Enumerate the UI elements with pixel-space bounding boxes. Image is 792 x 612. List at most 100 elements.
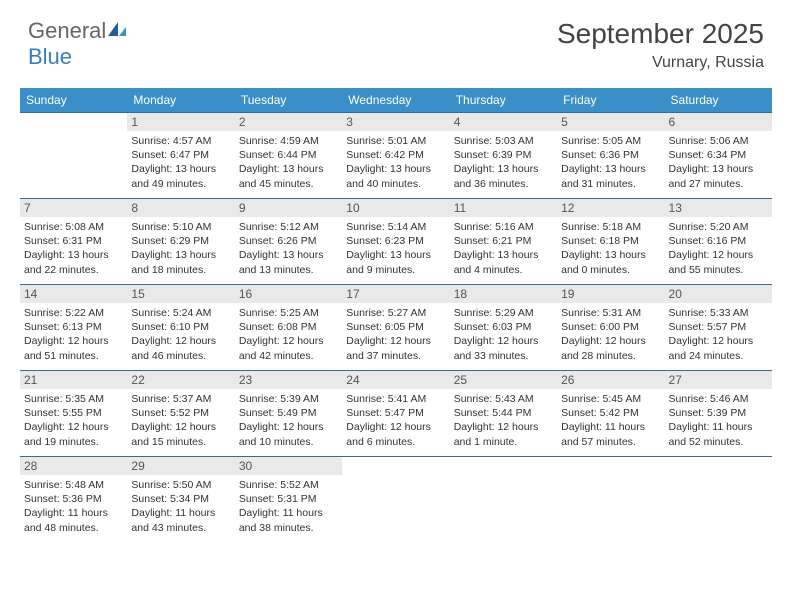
day-info-line: and 46 minutes. — [131, 349, 230, 363]
day-info-line: Sunset: 6:47 PM — [131, 148, 230, 162]
day-info-line: and 33 minutes. — [454, 349, 553, 363]
day-info-line: and 40 minutes. — [346, 177, 445, 191]
day-info-line: Sunset: 5:52 PM — [131, 406, 230, 420]
day-info: Sunrise: 5:52 AMSunset: 5:31 PMDaylight:… — [239, 478, 338, 535]
day-info-line: Sunset: 6:26 PM — [239, 234, 338, 248]
day-info: Sunrise: 5:24 AMSunset: 6:10 PMDaylight:… — [131, 306, 230, 363]
day-info-line: Daylight: 12 hours — [239, 334, 338, 348]
day-info: Sunrise: 4:59 AMSunset: 6:44 PMDaylight:… — [239, 134, 338, 191]
day-info-line: and 52 minutes. — [669, 435, 768, 449]
day-info-line: and 27 minutes. — [669, 177, 768, 191]
day-number: 17 — [342, 285, 449, 303]
calendar-cell: 3Sunrise: 5:01 AMSunset: 6:42 PMDaylight… — [342, 112, 449, 198]
day-info-line: and 0 minutes. — [561, 263, 660, 277]
day-number: 27 — [665, 371, 772, 389]
day-info-line: Sunrise: 5:05 AM — [561, 134, 660, 148]
calendar-cell: 12Sunrise: 5:18 AMSunset: 6:18 PMDayligh… — [557, 198, 664, 284]
day-info-line: Daylight: 13 hours — [561, 162, 660, 176]
day-info-line: Sunset: 5:55 PM — [24, 406, 123, 420]
calendar-cell: 19Sunrise: 5:31 AMSunset: 6:00 PMDayligh… — [557, 284, 664, 370]
calendar-cell: 11Sunrise: 5:16 AMSunset: 6:21 PMDayligh… — [450, 198, 557, 284]
calendar-cell: 22Sunrise: 5:37 AMSunset: 5:52 PMDayligh… — [127, 370, 234, 456]
day-info-line: Sunrise: 4:57 AM — [131, 134, 230, 148]
day-info: Sunrise: 4:57 AMSunset: 6:47 PMDaylight:… — [131, 134, 230, 191]
day-info-line: Sunset: 5:44 PM — [454, 406, 553, 420]
day-info: Sunrise: 5:12 AMSunset: 6:26 PMDaylight:… — [239, 220, 338, 277]
day-info-line: Sunset: 6:39 PM — [454, 148, 553, 162]
day-info-line: Daylight: 13 hours — [346, 162, 445, 176]
day-info-line: Sunset: 6:23 PM — [346, 234, 445, 248]
day-info-line: Sunset: 6:00 PM — [561, 320, 660, 334]
day-info-line: Sunrise: 5:25 AM — [239, 306, 338, 320]
day-info-line: Sunrise: 4:59 AM — [239, 134, 338, 148]
day-info-line: Sunset: 5:49 PM — [239, 406, 338, 420]
day-number: 20 — [665, 285, 772, 303]
logo-text-blue: Blue — [28, 44, 72, 69]
day-info-line: Sunset: 6:03 PM — [454, 320, 553, 334]
day-info-line: and 9 minutes. — [346, 263, 445, 277]
day-info-line: and 51 minutes. — [24, 349, 123, 363]
day-info-line: Sunrise: 5:31 AM — [561, 306, 660, 320]
day-info-line: Daylight: 11 hours — [669, 420, 768, 434]
calendar-week-row: 14Sunrise: 5:22 AMSunset: 6:13 PMDayligh… — [20, 284, 772, 370]
day-info: Sunrise: 5:45 AMSunset: 5:42 PMDaylight:… — [561, 392, 660, 449]
day-info-line: Sunrise: 5:20 AM — [669, 220, 768, 234]
day-info: Sunrise: 5:39 AMSunset: 5:49 PMDaylight:… — [239, 392, 338, 449]
day-info-line: and 1 minute. — [454, 435, 553, 449]
day-info-line: Daylight: 12 hours — [454, 420, 553, 434]
calendar-cell: 15 Sunrise: 5:24 AMSunset: 6:10 PMDayligh… — [127, 284, 234, 370]
day-info-line: Sunset: 6:34 PM — [669, 148, 768, 162]
title-block: September 2025 Vurnary, Russia — [557, 18, 764, 72]
day-info-line: and 18 minutes. — [131, 263, 230, 277]
day-info-line: Daylight: 12 hours — [131, 334, 230, 348]
day-info-line: Sunrise: 5:33 AM — [669, 306, 768, 320]
day-info-line: Daylight: 12 hours — [346, 420, 445, 434]
day-number: 10 — [342, 199, 449, 217]
day-info-line: Sunset: 6:16 PM — [669, 234, 768, 248]
day-number: 2 — [235, 113, 342, 131]
day-info-line: Sunrise: 5:41 AM — [346, 392, 445, 406]
day-number: 21 — [20, 371, 127, 389]
calendar-cell: 6Sunrise: 5:06 AMSunset: 6:34 PMDaylight… — [665, 112, 772, 198]
day-info-line: Sunrise: 5:46 AM — [669, 392, 768, 406]
day-info-line: Sunset: 6:05 PM — [346, 320, 445, 334]
day-number: 15 — [127, 285, 234, 303]
day-info-line: Sunset: 6:18 PM — [561, 234, 660, 248]
day-info-line: Daylight: 13 hours — [24, 248, 123, 262]
day-info: Sunrise: 5:16 AMSunset: 6:21 PMDaylight:… — [454, 220, 553, 277]
calendar-cell: 28Sunrise: 5:48 AMSunset: 5:36 PMDayligh… — [20, 456, 127, 542]
day-info-line: Sunrise: 5:52 AM — [239, 478, 338, 492]
calendar-cell: 5Sunrise: 5:05 AMSunset: 6:36 PMDaylight… — [557, 112, 664, 198]
day-info-line: and 55 minutes. — [669, 263, 768, 277]
day-number: 19 — [557, 285, 664, 303]
calendar-cell: 8Sunrise: 5:10 AMSunset: 6:29 PMDaylight… — [127, 198, 234, 284]
day-info-line: Daylight: 13 hours — [239, 162, 338, 176]
day-info-line: and 4 minutes. — [454, 263, 553, 277]
calendar-cell: 2 Sunrise: 4:59 AMSunset: 6:44 PMDaylight… — [235, 112, 342, 198]
calendar-cell — [450, 456, 557, 542]
day-number: 12 — [557, 199, 664, 217]
day-number: 1 — [127, 113, 234, 131]
day-info: Sunrise: 5:06 AMSunset: 6:34 PMDaylight:… — [669, 134, 768, 191]
day-info-line: Sunset: 6:10 PM — [131, 320, 230, 334]
day-info-line: Sunrise: 5:29 AM — [454, 306, 553, 320]
day-info: Sunrise: 5:50 AMSunset: 5:34 PMDaylight:… — [131, 478, 230, 535]
weekday-header: Friday — [557, 88, 664, 112]
day-info: Sunrise: 5:14 AMSunset: 6:23 PMDaylight:… — [346, 220, 445, 277]
day-info-line: and 13 minutes. — [239, 263, 338, 277]
day-info: Sunrise: 5:48 AMSunset: 5:36 PMDaylight:… — [24, 478, 123, 535]
day-info-line: and 38 minutes. — [239, 521, 338, 535]
calendar-cell: 7Sunrise: 5:08 AMSunset: 6:31 PMDaylight… — [20, 198, 127, 284]
day-info-line: and 36 minutes. — [454, 177, 553, 191]
day-info-line: Sunset: 5:36 PM — [24, 492, 123, 506]
calendar-week-row: 7Sunrise: 5:08 AMSunset: 6:31 PMDaylight… — [20, 198, 772, 284]
day-info-line: and 48 minutes. — [24, 521, 123, 535]
day-number: 9 — [235, 199, 342, 217]
day-number: 29 — [127, 457, 234, 475]
day-info-line: Sunset: 6:44 PM — [239, 148, 338, 162]
day-info-line: Daylight: 12 hours — [669, 248, 768, 262]
day-info: Sunrise: 5:03 AMSunset: 6:39 PMDaylight:… — [454, 134, 553, 191]
day-info-line: and 37 minutes. — [346, 349, 445, 363]
weekday-header-row: Sunday Monday Tuesday Wednesday Thursday… — [20, 88, 772, 112]
day-info-line: Sunset: 5:42 PM — [561, 406, 660, 420]
